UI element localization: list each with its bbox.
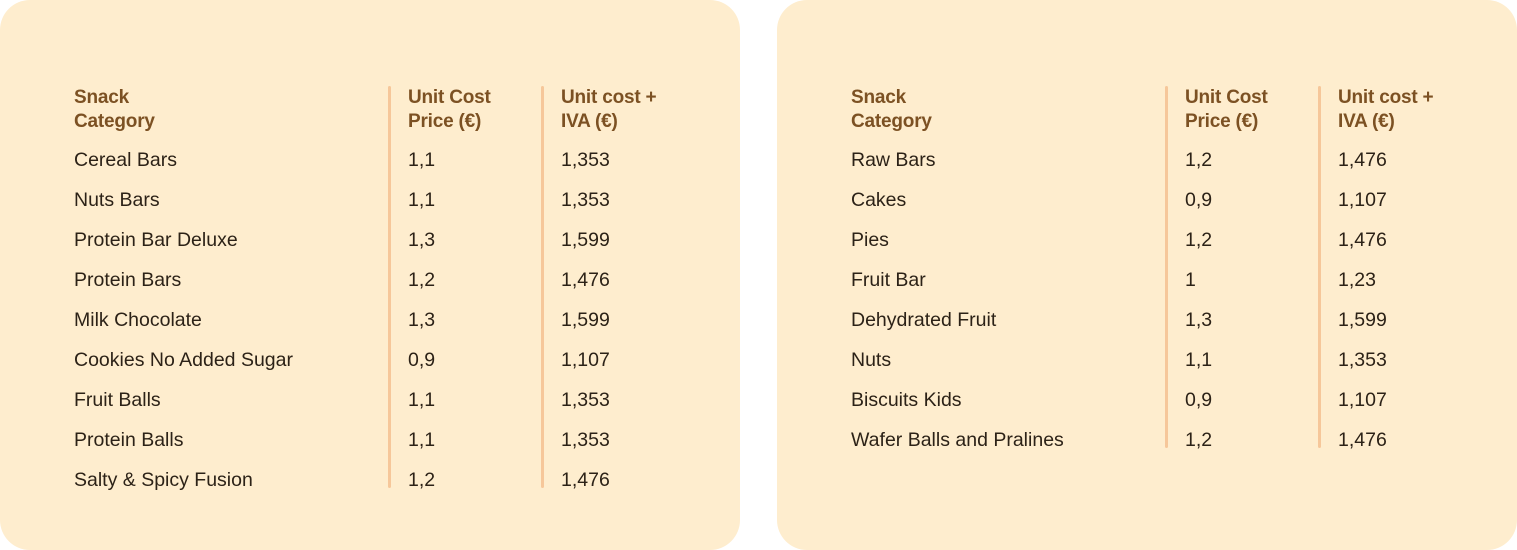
unit-cost-iva-cell: 1,353 bbox=[561, 429, 610, 451]
unit-cost-cell: 1,3 bbox=[408, 309, 436, 331]
column-divider bbox=[541, 86, 544, 488]
unit-cost-cell: 1,2 bbox=[1185, 229, 1213, 251]
unit-cost-iva-cell: 1,476 bbox=[1338, 429, 1387, 451]
snack-category-cell: Pies bbox=[851, 229, 889, 251]
unit-cost-iva-cell: 1,476 bbox=[561, 469, 610, 491]
snack-category-cell: Nuts Bars bbox=[74, 189, 160, 211]
unit-cost-cell: 1,3 bbox=[408, 229, 436, 251]
unit-cost-iva-cell: 1,107 bbox=[1338, 189, 1387, 211]
snack-category-cell: Protein Bars bbox=[74, 269, 182, 291]
unit-cost-cell: 0,9 bbox=[1185, 389, 1213, 411]
unit-cost-iva-cell: 1,476 bbox=[1338, 229, 1387, 251]
unit-cost-iva-cell: 1,599 bbox=[1338, 309, 1387, 331]
snack-category-header: Snack Category bbox=[74, 87, 155, 132]
unit-cost-cell: 1,1 bbox=[408, 389, 436, 411]
snack-category-cell: Cereal Bars bbox=[74, 149, 177, 171]
unit-cost-cell: 1,2 bbox=[1185, 149, 1213, 171]
unit-cost-iva-cell: 1,23 bbox=[1338, 269, 1376, 291]
snack-category-cell: Fruit Bar bbox=[851, 269, 926, 291]
unit-cost-iva-column: Unit cost + IVA (€) 1,353 1,353 1,599 1,476… bbox=[561, 86, 721, 500]
snack-category-cell: Biscuits Kids bbox=[851, 389, 962, 411]
unit-cost-column: Unit Cost Price (€) 1,2 0,9 1,2 1 1,3 1,1 0,9 1… bbox=[1185, 86, 1325, 460]
unit-cost-cell: 0,9 bbox=[408, 349, 436, 371]
unit-cost-iva-header: Unit cost + IVA (€) bbox=[1338, 87, 1434, 132]
price-table-card-left: Snack Category Cereal Bars Nuts Bars Prote… bbox=[0, 0, 740, 550]
unit-cost-iva-cell: 1,353 bbox=[561, 189, 610, 211]
snack-category-cell: Wafer Balls and Pralines bbox=[851, 429, 1064, 451]
snack-category-cell: Cakes bbox=[851, 189, 907, 211]
unit-cost-iva-header: Unit cost + IVA (€) bbox=[561, 87, 657, 132]
column-divider bbox=[388, 86, 391, 488]
unit-cost-iva-cell: 1,599 bbox=[561, 309, 610, 331]
unit-cost-iva-cell: 1,476 bbox=[1338, 149, 1387, 171]
unit-cost-cell: 1,1 bbox=[1185, 349, 1213, 371]
unit-cost-header: Unit Cost Price (€) bbox=[1185, 87, 1268, 132]
unit-cost-iva-cell: 1,476 bbox=[561, 269, 610, 291]
unit-cost-cell: 1,2 bbox=[1185, 429, 1213, 451]
unit-cost-cell: 1,2 bbox=[408, 469, 436, 491]
unit-cost-cell: 0,9 bbox=[1185, 189, 1213, 211]
unit-cost-iva-cell: 1,107 bbox=[561, 349, 610, 371]
snack-category-header: Snack Category bbox=[851, 87, 932, 132]
column-divider bbox=[1318, 86, 1321, 448]
snack-category-cell: Raw Bars bbox=[851, 149, 936, 171]
unit-cost-iva-cell: 1,107 bbox=[1338, 389, 1387, 411]
snack-category-column: Snack Category Cereal Bars Nuts Bars Prote… bbox=[74, 86, 374, 500]
unit-cost-header: Unit Cost Price (€) bbox=[408, 87, 491, 132]
unit-cost-cell: 1,2 bbox=[408, 269, 436, 291]
unit-cost-cell: 1,1 bbox=[408, 149, 436, 171]
snack-category-cell: Nuts bbox=[851, 349, 892, 371]
unit-cost-iva-column: Unit cost + IVA (€) 1,476 1,107 1,476 1,23 1… bbox=[1338, 86, 1498, 460]
unit-cost-cell: 1,1 bbox=[408, 189, 436, 211]
snack-category-cell: Protein Balls bbox=[74, 429, 184, 451]
snack-category-cell: Fruit Balls bbox=[74, 389, 161, 411]
snack-category-cell: Milk Chocolate bbox=[74, 309, 202, 331]
unit-cost-iva-cell: 1,353 bbox=[1338, 349, 1387, 371]
unit-cost-cell: 1,1 bbox=[408, 429, 436, 451]
unit-cost-iva-cell: 1,599 bbox=[561, 229, 610, 251]
snack-category-cell: Dehydrated Fruit bbox=[851, 309, 997, 331]
unit-cost-iva-cell: 1,353 bbox=[561, 389, 610, 411]
snack-category-column: Snack Category Raw Bars Cakes Pies Fruit Ba… bbox=[851, 86, 1151, 460]
unit-cost-column: Unit Cost Price (€) 1,1 1,1 1,3 1,2 1,3 0,9 1,… bbox=[408, 86, 548, 500]
snack-category-cell: Salty & Spicy Fusion bbox=[74, 469, 253, 491]
snack-category-cell: Protein Bar Deluxe bbox=[74, 229, 238, 251]
unit-cost-cell: 1 bbox=[1185, 269, 1196, 291]
unit-cost-cell: 1,3 bbox=[1185, 309, 1213, 331]
price-table-card-right: Snack Category Raw Bars Cakes Pies Fruit Ba… bbox=[777, 0, 1517, 550]
snack-category-cell: Cookies No Added Sugar bbox=[74, 349, 293, 371]
column-divider bbox=[1165, 86, 1168, 448]
unit-cost-iva-cell: 1,353 bbox=[561, 149, 610, 171]
